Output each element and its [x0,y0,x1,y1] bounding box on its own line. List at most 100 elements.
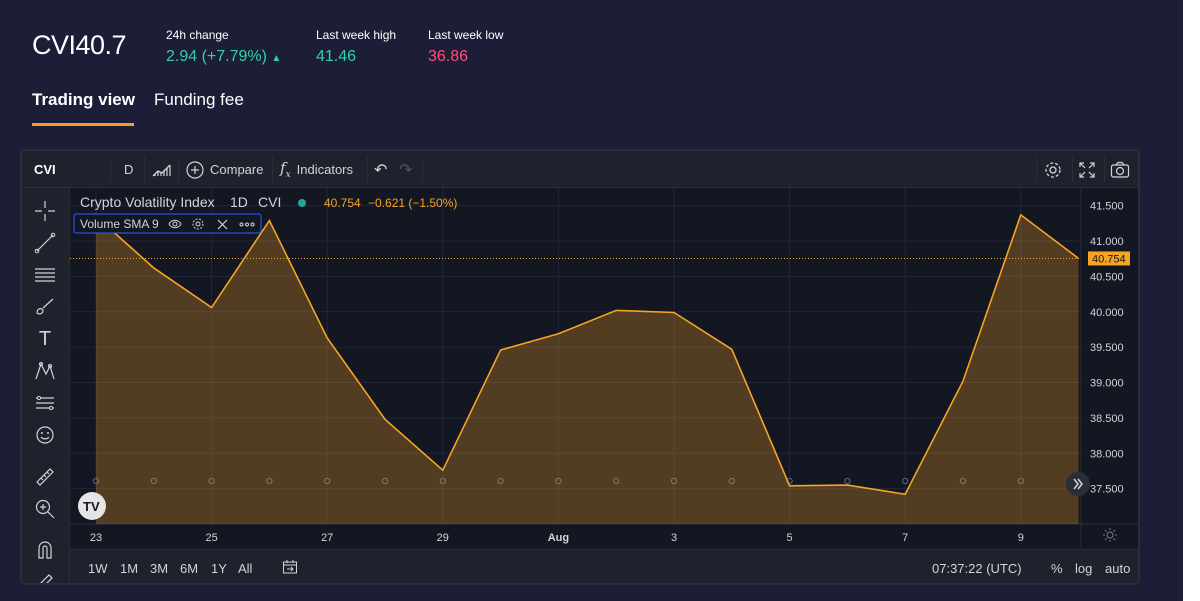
indicators-label: Indicators [296,162,354,177]
series-area-fill [96,214,1079,524]
more-options-icon[interactable] [239,222,255,227]
y-tick-label: 38.500 [1090,413,1124,425]
y-tick-label: 40.500 [1090,271,1124,283]
price-value: 40.7 [75,30,127,60]
lock-drawing-icon[interactable] [34,568,56,583]
stat-value: 41.46 [316,48,357,65]
legend-name: Crypto Volatility Index [80,194,215,210]
range-1w[interactable]: 1W [88,561,108,576]
fx-icon: fx [280,159,291,180]
y-tick-label: 41.000 [1090,236,1124,248]
range-1y[interactable]: 1Y [211,561,227,576]
compare-plus-icon [186,160,204,179]
settings-icon[interactable] [1044,151,1062,188]
stat-value: 2.94 (+7.79%) ▲ [166,48,281,66]
compare-button[interactable]: Compare [186,151,263,188]
x-tick-label: 9 [1018,532,1024,544]
y-tick-label: 37.500 [1090,484,1124,496]
svg-text:40.754: 40.754 [1092,253,1126,265]
fullscreen-icon[interactable] [1078,151,1096,188]
symbol-search[interactable]: CVI [34,162,56,177]
magnet-icon[interactable] [34,538,56,560]
prediction-icon[interactable] [34,392,56,414]
brush-icon[interactable] [34,296,56,318]
ruler-icon[interactable] [34,466,56,488]
x-tick-label: 5 [787,532,793,544]
study-marker [150,477,157,485]
pattern-icon[interactable] [34,360,56,382]
crosshair-icon[interactable] [34,200,56,222]
series-line [95,213,1080,496]
study-marker [266,477,273,485]
study-marker [1017,477,1024,485]
zoom-in-icon[interactable] [34,498,56,520]
trend-line-icon[interactable] [34,232,56,254]
active-tab-indicator [32,123,134,126]
divider [367,157,368,182]
undo-icon[interactable]: ↶ [374,161,388,179]
tradingview-logo-icon: TV [78,492,106,520]
study-marker [902,477,909,485]
grid-lines [70,188,1138,548]
change-value: 2.94 (+7.79%) [166,48,267,65]
range-3m[interactable]: 3M [150,561,169,576]
range-all[interactable]: All [238,561,253,576]
study-marker [324,477,331,485]
chart-toolbar: CVI D Compare fx Indicators ↶ ↷ [22,151,1138,188]
stat-week-high: Last week high 41.46 [316,28,396,66]
tab-funding-fee[interactable]: Funding fee [154,90,244,109]
x-tick-label: 27 [321,532,333,544]
eye-icon[interactable] [168,219,182,229]
scroll-to-realtime-icon[interactable] [1066,472,1090,496]
camera-icon[interactable] [1110,151,1130,188]
log-toggle[interactable]: log [1075,561,1093,576]
interval-button[interactable]: D [124,162,134,177]
emoji-icon[interactable] [34,424,56,446]
utc-clock[interactable]: 07:37:22 (UTC) [932,561,1022,576]
market-status-dot [298,199,306,207]
stat-label: Last week high [316,28,397,42]
range-6m[interactable]: 6M [180,561,199,576]
stat-label: Last week low [428,28,504,42]
divider [110,157,111,182]
legend-interval: 1D [230,194,248,210]
bottom-toolbar: 1W 1M 3M 6M 1Y All 07:37:22 (UTC) % log … [70,549,1138,583]
x-tick-label: 29 [437,532,449,544]
auto-toggle[interactable]: auto [1105,561,1131,576]
fib-lines-icon[interactable] [34,264,56,286]
divider [1104,157,1105,182]
stat-value: 36.86 [428,48,469,65]
percent-toggle[interactable]: % [1051,561,1063,576]
window-edge [1183,0,1200,601]
indicators-button[interactable]: fx Indicators [280,151,353,188]
tab-trading-view[interactable]: Trading view [32,90,135,109]
legend: Crypto Volatility Index 1D CVI 40.754 −0… [73,194,457,234]
symbol-label: CVI [32,30,76,60]
bar-style-icon[interactable] [152,151,172,188]
divider [1036,157,1037,182]
study-marker [728,477,735,485]
text-tool-icon[interactable]: T [38,328,52,350]
tradingview-widget: CVI D Compare fx Indicators ↶ ↷ [20,149,1140,585]
range-1m[interactable]: 1M [120,561,139,576]
y-tick-label: 39.000 [1090,378,1124,390]
stat-24h-change: 24h change 2.94 (+7.79%) ▲ [166,28,281,66]
compare-label: Compare [210,162,264,177]
study-legend-box[interactable] [73,213,262,234]
price-chart[interactable]: 41.500 41.000 40.500 40.000 39.500 39.000 38.5… [70,188,1138,548]
date-range-icon[interactable] [282,559,298,578]
study-marker [959,477,967,485]
stat-label: 24h change [166,28,229,42]
remove-study-icon[interactable] [217,219,228,230]
legend-last-value: 40.754 [324,196,361,210]
last-price-label: 40.754 [1088,251,1130,266]
x-tick-label: 3 [671,532,677,544]
x-tick-label: 25 [205,532,217,544]
study-settings-icon[interactable] [192,218,204,230]
study-marker [208,477,215,485]
study-marker [613,477,620,485]
time-axis-settings-icon[interactable] [1103,528,1117,542]
x-tick-label: 7 [902,532,908,544]
redo-icon[interactable]: ↷ [399,161,413,179]
